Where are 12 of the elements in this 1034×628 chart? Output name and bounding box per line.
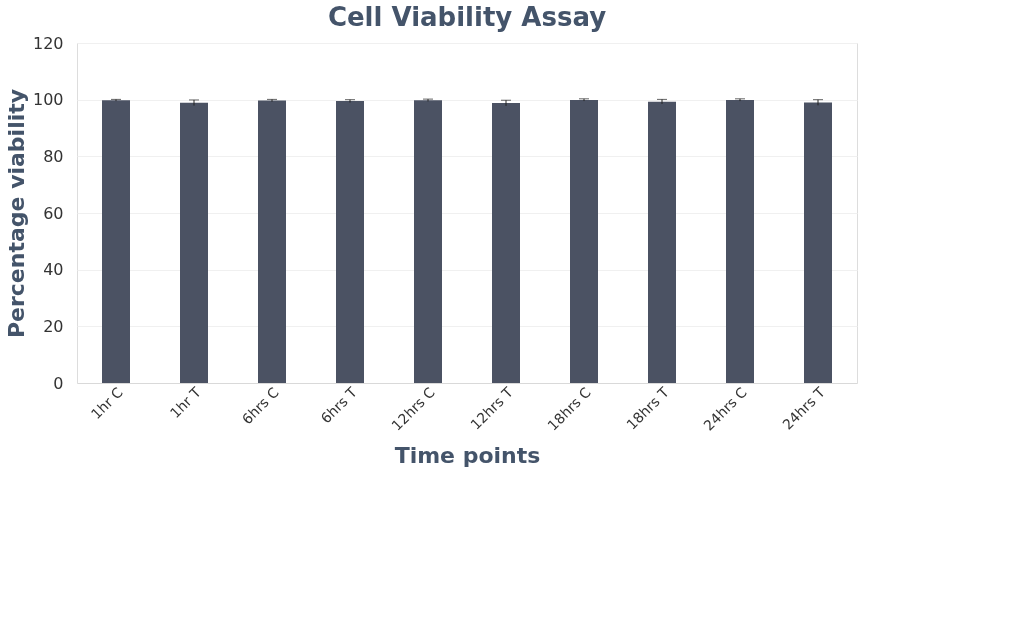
y-tick-label: 80: [43, 146, 64, 166]
x-tick-label: 1hr T: [166, 383, 205, 422]
x-tick-label: 1hr C: [87, 383, 127, 423]
y-tick-label: 20: [43, 316, 64, 336]
y-tick-label: 120: [32, 33, 64, 53]
y-tick-label: 0: [53, 373, 64, 393]
y-axis-title: Percentage viability: [3, 88, 29, 339]
y-tick-label: 100: [32, 90, 64, 110]
y-tick-label: 40: [43, 260, 64, 280]
chart-title: Cell Viability Assay: [327, 2, 607, 32]
x-axis-title: Time points: [394, 442, 541, 468]
y-tick-label: 60: [43, 203, 64, 223]
